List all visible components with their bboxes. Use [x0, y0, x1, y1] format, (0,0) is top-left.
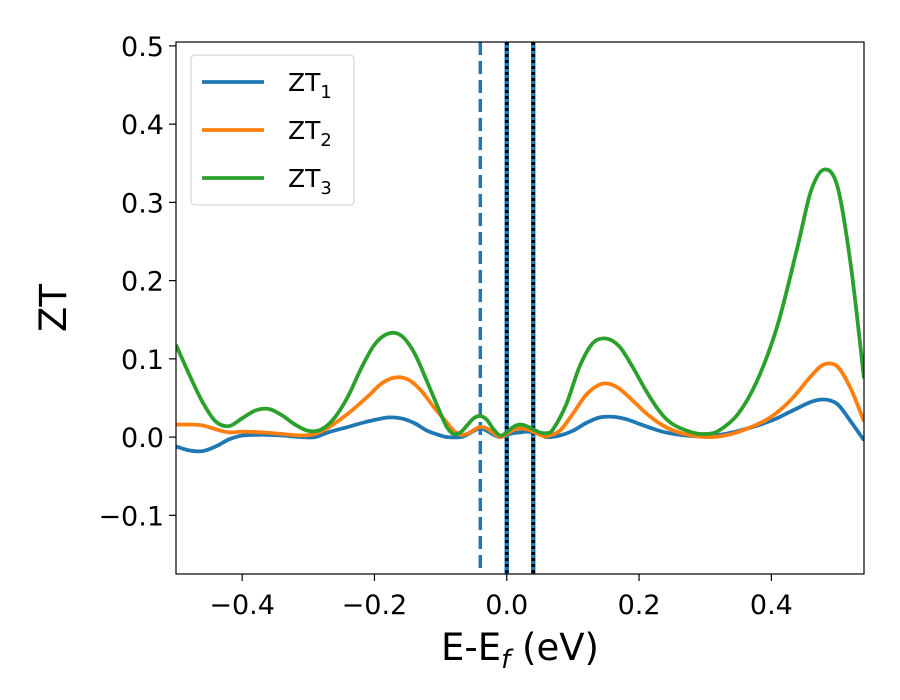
- y-axis-ticks: −0.1 0.0 0.1 0.2 0.3 0.4 0.5: [98, 32, 176, 532]
- x-tick-label: 0.4: [750, 590, 793, 621]
- legend: ZT1 ZT2 ZT3: [190, 54, 355, 206]
- y-tick-label: −0.1: [98, 501, 164, 532]
- y-tick-label: 0.3: [121, 188, 164, 219]
- x-tick-label: 0.2: [618, 590, 661, 621]
- vertical-reference-lines: [478, 42, 536, 574]
- series-line-zt3: [176, 167, 864, 438]
- y-tick-label: 0.2: [121, 267, 164, 298]
- legend-label-zt2: ZT2: [288, 116, 332, 151]
- x-axis-label: E-Ef (eV): [441, 626, 599, 675]
- x-tick-label: 0.0: [485, 590, 528, 621]
- y-tick-label: 0.5: [121, 32, 164, 63]
- y-tick-label: 0.4: [121, 110, 164, 141]
- y-tick-label: 0.1: [121, 345, 164, 376]
- x-tick-label: −0.2: [342, 590, 408, 621]
- y-tick-label: 0.0: [121, 423, 164, 454]
- plot-frame: [175, 41, 865, 575]
- x-tick-label: −0.4: [209, 590, 275, 621]
- x-axis-ticks: −0.4 −0.2 0.0 0.2 0.4: [209, 574, 793, 621]
- y-axis-label: ZT: [32, 284, 75, 332]
- legend-label-zt1: ZT1: [288, 68, 332, 103]
- legend-label-zt3: ZT3: [288, 164, 332, 199]
- legend-box: [190, 54, 355, 206]
- series-layer: [176, 167, 864, 454]
